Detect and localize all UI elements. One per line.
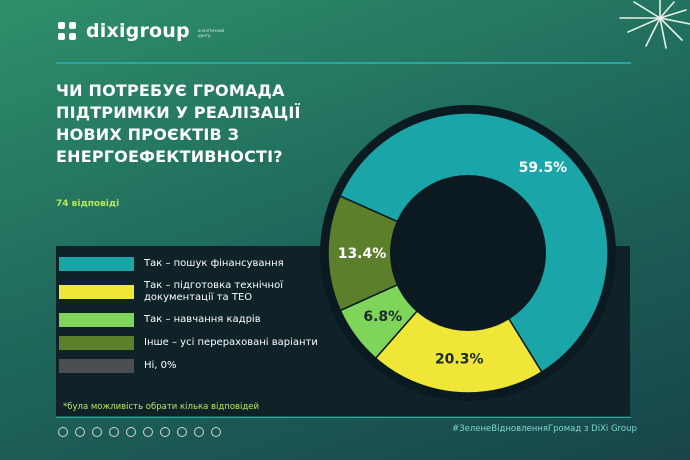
dot-icon [126,427,136,437]
response-count: 74 відповіді [56,199,120,209]
footnote: *була можливість обрати кілька відповіде… [63,402,260,412]
slice-value-label: 59.5% [519,160,568,176]
dot-icon [143,427,153,437]
legend-item-olive: Інше – усі перераховані варіанти [59,336,319,350]
dot-icon [194,427,204,437]
starburst-decoration [619,0,690,49]
slice-value-label: 13.4% [338,246,387,262]
chart-question: Чи потребує громада підтримки у реалізац… [56,81,301,166]
slice-value-label: 6.8% [363,309,402,325]
legend-label: Ні, 0% [144,360,177,371]
divider-top [56,62,631,64]
legend-label: Так – навчання кадрів [144,314,261,325]
legend-swatch [59,313,134,327]
legend-item-yellow: Так – підготовка технічної документації … [59,280,319,304]
dot-icon [75,427,85,437]
legend-label: Інше – усі перераховані варіанти [144,337,318,348]
donut-hole [390,175,546,331]
dot-icon [58,427,68,437]
legend-label: Так – пошук фінансування [144,258,284,269]
legend-swatch [59,359,134,373]
dot-icon [177,427,187,437]
legend-item-light-green: Так – навчання кадрів [59,313,319,327]
decorative-dots [58,427,221,437]
dot-icon [92,427,102,437]
divider-bottom [56,417,631,418]
brand-subtitle: аналітичний центр [197,28,225,38]
legend-swatch [59,257,134,271]
legend-label: Так – підготовка технічної документації … [144,280,283,303]
brand-logo: dixigroup аналітичний центр [56,20,225,42]
dot-icon [211,427,221,437]
hashtag: #ЗеленеВідновленняГромад з DiXi Group [452,424,637,434]
brand-name: dixigroup [86,20,190,42]
dot-icon [109,427,119,437]
dot-icon [160,427,170,437]
dixigroup-logo-icon [58,22,76,40]
legend-item-teal: Так – пошук фінансування [59,257,319,271]
legend-swatch [59,336,134,350]
chart-legend: Так – пошук фінансування Так – підготовк… [59,257,319,382]
legend-item-gray: Ні, 0% [59,359,319,373]
legend-swatch [59,285,134,299]
slice-value-label: 20.3% [435,352,484,368]
